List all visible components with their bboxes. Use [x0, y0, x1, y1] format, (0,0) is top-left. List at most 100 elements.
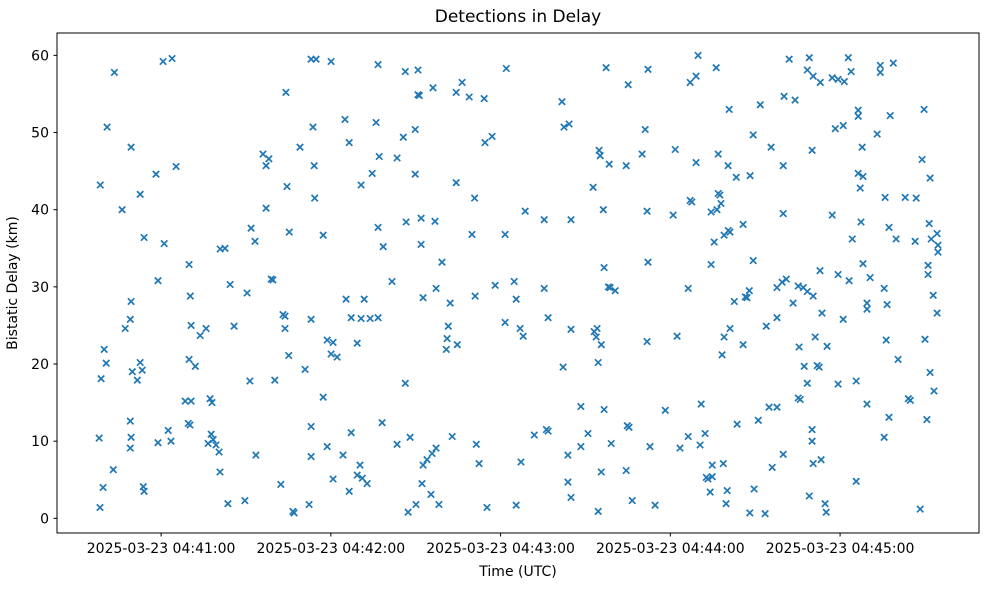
data-point-marker: [720, 333, 728, 341]
data-point-marker: [435, 500, 443, 509]
data-point-marker: [99, 483, 107, 492]
data-point-marker: [172, 162, 180, 171]
data-point-marker: [379, 242, 388, 251]
data-point-marker: [863, 400, 871, 408]
data-point-marker: [221, 244, 229, 253]
data-point-marker: [708, 461, 717, 469]
data-point-marker: [241, 496, 249, 505]
data-point-marker: [934, 241, 942, 250]
data-point-marker: [152, 170, 160, 179]
data-point-marker: [638, 150, 646, 158]
data-point-marker: [577, 402, 585, 411]
data-point-marker: [307, 315, 315, 324]
data-point-marker: [643, 337, 651, 346]
data-point-marker: [924, 270, 932, 279]
data-point-marker: [822, 508, 831, 517]
data-point-marker: [215, 448, 223, 456]
data-point-marker: [414, 66, 422, 74]
data-point-marker: [885, 413, 893, 422]
data-point-marker: [127, 433, 135, 442]
data-point-marker: [714, 150, 723, 158]
data-point-marker: [881, 193, 889, 202]
data-point-marker: [510, 277, 519, 286]
y-tick-label: 30: [31, 280, 49, 296]
data-point-marker: [443, 334, 451, 343]
data-point-marker: [584, 429, 592, 438]
data-point-marker: [828, 73, 837, 82]
data-point-marker: [848, 235, 857, 243]
data-point-marker: [429, 83, 437, 92]
data-point-marker: [488, 132, 496, 141]
data-point-marker: [419, 461, 427, 469]
data-point-marker: [270, 376, 279, 385]
data-point-marker: [310, 194, 319, 202]
data-point-marker: [357, 314, 365, 323]
data-point-marker: [816, 78, 825, 87]
data-point-marker: [834, 75, 842, 84]
data-point-marker: [401, 379, 410, 388]
data-point-marker: [438, 258, 446, 267]
data-point-marker: [230, 322, 238, 331]
data-point-marker: [342, 295, 350, 304]
data-point-marker: [750, 485, 758, 493]
data-point-marker: [470, 194, 479, 202]
y-tick-label: 40: [31, 203, 49, 219]
data-point-marker: [164, 426, 173, 435]
data-point-marker: [339, 451, 347, 459]
data-point-marker: [606, 283, 614, 292]
data-point-marker: [333, 353, 341, 361]
data-point-marker: [452, 178, 461, 187]
data-point-marker: [401, 67, 410, 76]
data-point-marker: [323, 442, 332, 451]
data-point-marker: [423, 455, 431, 464]
data-point-marker: [671, 145, 680, 154]
data-point-marker: [442, 345, 451, 354]
data-point-marker: [319, 393, 328, 402]
data-point-marker: [246, 377, 254, 385]
data-point-marker: [417, 214, 425, 223]
data-point-marker: [530, 431, 539, 439]
data-point-marker: [808, 437, 816, 446]
data-point-marker: [262, 161, 270, 170]
data-point-marker: [154, 438, 162, 447]
x-tick-label: 2025-03-23 04:45:00: [766, 541, 915, 557]
data-point-marker: [593, 324, 601, 333]
data-point-marker: [226, 280, 234, 289]
data-point-marker: [722, 499, 730, 508]
data-point-marker: [794, 282, 803, 290]
data-point-marker: [458, 78, 466, 87]
data-point-marker: [181, 397, 190, 405]
data-point-marker: [746, 171, 754, 180]
data-point-marker: [136, 190, 145, 199]
data-point-marker: [360, 295, 369, 304]
data-point-marker: [597, 468, 606, 476]
data-point-marker: [126, 444, 135, 452]
data-point-marker: [779, 209, 788, 218]
data-point-marker: [817, 455, 825, 464]
data-point-marker: [378, 418, 386, 427]
data-point-marker: [419, 293, 427, 302]
data-point-marker: [773, 313, 781, 322]
data-point-marker: [782, 275, 791, 283]
data-point-marker: [206, 394, 214, 403]
data-point-marker: [821, 499, 829, 508]
data-point-marker: [840, 77, 849, 86]
data-point-marker: [934, 248, 942, 256]
data-point-marker: [717, 199, 725, 208]
data-point-marker: [726, 324, 734, 333]
x-tick-label: 2025-03-23 04:44:00: [596, 541, 745, 557]
chart-title: Detections in Delay: [435, 7, 602, 27]
data-point-marker: [565, 120, 573, 128]
data-point-marker: [644, 65, 652, 74]
data-point-marker: [596, 151, 605, 160]
data-point-marker: [600, 263, 608, 272]
data-point-marker: [745, 509, 754, 517]
data-point-marker: [471, 292, 479, 300]
data-point-marker: [196, 331, 205, 340]
data-point-marker: [816, 266, 824, 275]
data-point-marker: [768, 463, 777, 472]
data-point-marker: [281, 312, 289, 321]
data-point-marker: [110, 68, 119, 77]
data-point-marker: [800, 362, 809, 371]
